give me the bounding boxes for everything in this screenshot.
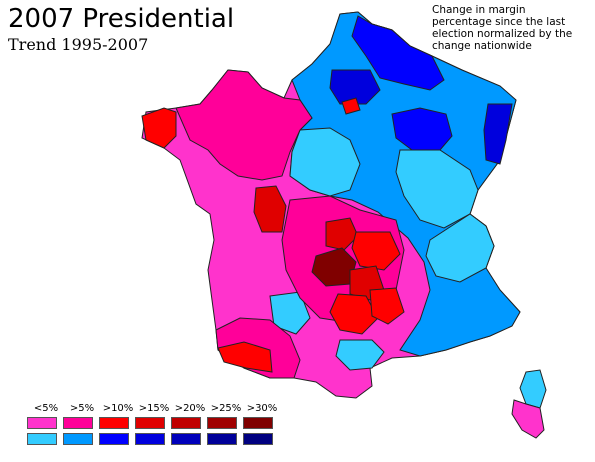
legend-label: <5% [33, 403, 59, 414]
note-line: election normalized by the [432, 28, 573, 40]
red-dept-vienne [253, 185, 287, 233]
light-left-zone-alps [425, 213, 495, 283]
legend-label: >25% [210, 403, 242, 414]
red-dept-paris [341, 97, 361, 115]
legend-swatch-left [99, 433, 129, 445]
map-subtitle: Trend 1995-2007 [8, 35, 149, 54]
legend-swatch-left [135, 433, 165, 445]
red-dept-pyrenees-atl [217, 341, 273, 373]
red-dept-puy [351, 231, 401, 271]
legend-label: >20% [174, 403, 206, 414]
legend-swatch-left [243, 433, 273, 445]
map-note: Change in margin percentage since the la… [432, 4, 592, 52]
red-dept-aveyron [329, 293, 379, 335]
legend-swatch-left [63, 433, 93, 445]
legend-label: >10% [102, 403, 134, 414]
corsica-south [511, 399, 545, 439]
legend-swatch-right [243, 417, 273, 429]
legend-label: >5% [69, 403, 95, 414]
note-line: change nationwide [432, 40, 532, 52]
red-dept-lozere [369, 287, 405, 325]
corsica-north [519, 369, 547, 409]
red-dept-allier [325, 217, 359, 251]
legend-swatch-left [171, 433, 201, 445]
legend-swatch-right [135, 417, 165, 429]
legend-swatch-right [207, 417, 237, 429]
legend-label: >30% [246, 403, 278, 414]
light-left-zone-center [289, 127, 361, 197]
light-left-zone-east [395, 149, 479, 229]
map-title: 2007 Presidential [8, 4, 235, 34]
right-zone-west [175, 69, 313, 181]
light-left-zone-south [269, 291, 311, 335]
legend-swatch-right [63, 417, 93, 429]
legend-swatch-left [27, 433, 57, 445]
note-line: Change in margin [432, 4, 526, 16]
legend-swatch-right [99, 417, 129, 429]
strong-left-zone-paris-east [329, 69, 381, 105]
note-line: percentage since the last [432, 16, 566, 28]
strong-left-zone-north [351, 15, 445, 91]
red-dept-finistere [141, 107, 177, 149]
strong-left-zone-alsace [483, 103, 513, 165]
legend-swatch-right [27, 417, 57, 429]
strong-left-zone-lorraine [391, 107, 453, 151]
legend-swatch-left [207, 433, 237, 445]
light-left-zone-midi [335, 339, 385, 371]
legend-label: >15% [138, 403, 170, 414]
legend-swatch-right [171, 417, 201, 429]
